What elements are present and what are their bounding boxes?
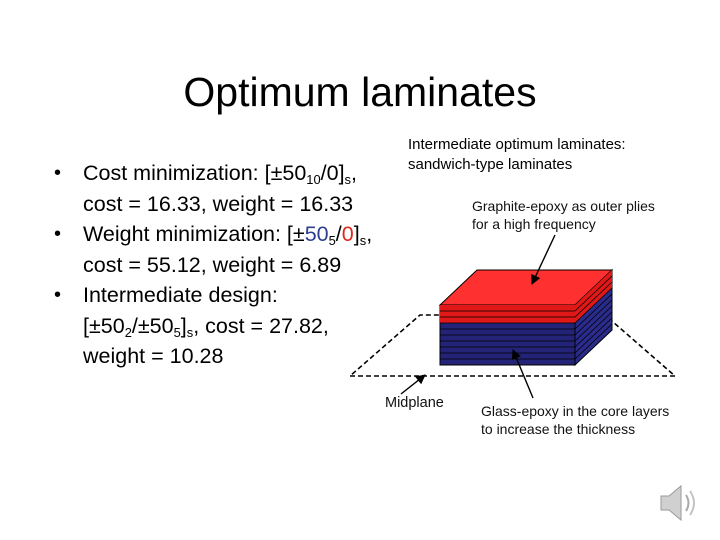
ply-line — [574, 317, 613, 354]
subscript-text: s — [359, 233, 367, 248]
bullet-marker: • — [54, 162, 62, 184]
bullet-text: Cost minimization: [±50 — [83, 161, 307, 185]
diagram-heading-line1: Intermediate optimum laminates: — [408, 136, 626, 153]
outer-plies-note: Graphite-epoxy as outer plies for a high… — [472, 197, 655, 233]
subscript-text: s — [186, 324, 194, 340]
diagram-heading: Intermediate optimum laminates: sandwich… — [408, 135, 708, 175]
bullet-line: [±502/±505]s, cost = 27.82, — [83, 311, 434, 342]
bullet-list: • Cost minimization: [±5010/0]s, cost = 16… — [54, 158, 434, 372]
graphite-front-band — [440, 305, 575, 323]
bullet-line: cost = 55.12, weight = 6.89 — [83, 250, 434, 281]
bullet-line: cost = 16.33, weight = 16.33 — [83, 189, 434, 220]
laminate-block — [438, 268, 614, 367]
ply-line — [574, 287, 613, 324]
bullet-text: , — [351, 161, 357, 185]
ply-line — [574, 281, 613, 318]
speaker-icon[interactable] — [655, 478, 705, 528]
bullet-text: /±50 — [131, 313, 174, 338]
ply-line — [574, 299, 613, 336]
bullet-text: weight = 10.28 — [83, 344, 224, 368]
core-layers-note-line2: to increase the thickness — [481, 421, 636, 437]
subscript-text: s — [344, 172, 351, 187]
ply-line — [574, 275, 613, 312]
bullet-text: 0 — [341, 222, 354, 246]
subscript-text: 10 — [306, 172, 321, 187]
outer-plies-note-line1: Graphite-epoxy as outer plies — [472, 198, 655, 214]
slide-title: Optimum laminates — [183, 69, 537, 115]
bullet-text: Weight minimization: [± — [83, 222, 305, 246]
bullet-text: / — [335, 222, 342, 246]
ply-line — [574, 293, 613, 330]
ply-line — [574, 305, 613, 342]
midplane-arrow — [400, 374, 426, 395]
bullet-line: Cost minimization: [±5010/0]s, — [83, 158, 434, 189]
subscript-text: 2 — [124, 324, 132, 340]
outer-plies-arrow — [531, 234, 556, 285]
core-layers-arrow — [511, 349, 534, 399]
subscript-text: 5 — [328, 233, 336, 248]
bullet-line: Weight minimization: [±505/0]s, — [83, 219, 434, 250]
bullet-marker: • — [54, 223, 62, 245]
outer-plies-note-line2: for a high frequency — [472, 216, 596, 232]
bullet-text: /0] — [320, 161, 345, 185]
bullet-text: , — [366, 222, 373, 246]
subscript-text: 5 — [173, 324, 181, 340]
diagram-heading-line2: sandwich-type laminates — [408, 156, 573, 173]
ply-line — [574, 323, 613, 360]
bullet-marker: • — [54, 284, 62, 306]
bullet-text: 50 — [304, 222, 329, 246]
bullet-text: cost = 55.12, weight = 6.89 — [83, 252, 342, 277]
bullet-item: • Intermediate design: [±502/±505]s, cost … — [54, 280, 434, 372]
bullet-text: ] — [353, 222, 360, 246]
bullet-text: ] — [180, 313, 187, 338]
bullet-item: • Cost minimization: [±5010/0]s, cost = 16… — [54, 158, 434, 219]
midplane-label: Midplane — [385, 395, 444, 411]
bullet-text: Intermediate design: — [83, 283, 278, 307]
bullet-text: [±50 — [83, 313, 125, 338]
core-layers-note-line1: Glass-epoxy in the core layers — [481, 403, 670, 419]
ply-line — [574, 311, 613, 348]
graphite-side-band — [575, 270, 612, 323]
bullet-text: , cost = 27.82, — [193, 313, 329, 338]
bullet-line: Intermediate design: — [83, 280, 434, 311]
bullet-line: weight = 10.28 — [83, 341, 434, 372]
core-layers-note: Glass-epoxy in the core layers to increa… — [481, 402, 669, 438]
bullet-item: • Weight minimization: [±505/0]s, cost = 5… — [54, 219, 434, 280]
bullet-text: cost = 16.33, weight = 16.33 — [83, 191, 354, 216]
